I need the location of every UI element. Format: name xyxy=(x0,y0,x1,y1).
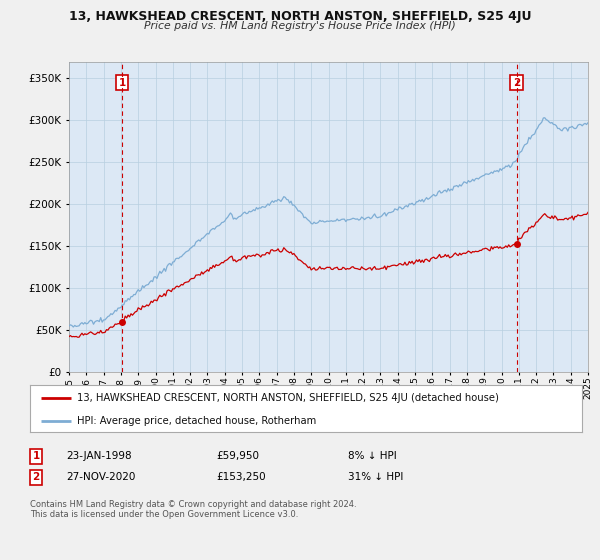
Text: Price paid vs. HM Land Registry's House Price Index (HPI): Price paid vs. HM Land Registry's House … xyxy=(144,21,456,31)
Text: 13, HAWKSHEAD CRESCENT, NORTH ANSTON, SHEFFIELD, S25 4JU: 13, HAWKSHEAD CRESCENT, NORTH ANSTON, SH… xyxy=(69,10,531,22)
Text: 27-NOV-2020: 27-NOV-2020 xyxy=(66,472,136,482)
Text: 2: 2 xyxy=(513,78,520,87)
Text: £59,950: £59,950 xyxy=(216,451,259,461)
Text: 13, HAWKSHEAD CRESCENT, NORTH ANSTON, SHEFFIELD, S25 4JU (detached house): 13, HAWKSHEAD CRESCENT, NORTH ANSTON, SH… xyxy=(77,393,499,403)
Text: 8% ↓ HPI: 8% ↓ HPI xyxy=(348,451,397,461)
Text: 2: 2 xyxy=(32,472,40,482)
Text: 1: 1 xyxy=(32,451,40,461)
Text: 23-JAN-1998: 23-JAN-1998 xyxy=(66,451,131,461)
Text: HPI: Average price, detached house, Rotherham: HPI: Average price, detached house, Roth… xyxy=(77,416,316,426)
Text: £153,250: £153,250 xyxy=(216,472,266,482)
Text: Contains HM Land Registry data © Crown copyright and database right 2024.
This d: Contains HM Land Registry data © Crown c… xyxy=(30,500,356,519)
Text: 31% ↓ HPI: 31% ↓ HPI xyxy=(348,472,403,482)
Text: 1: 1 xyxy=(118,78,125,87)
